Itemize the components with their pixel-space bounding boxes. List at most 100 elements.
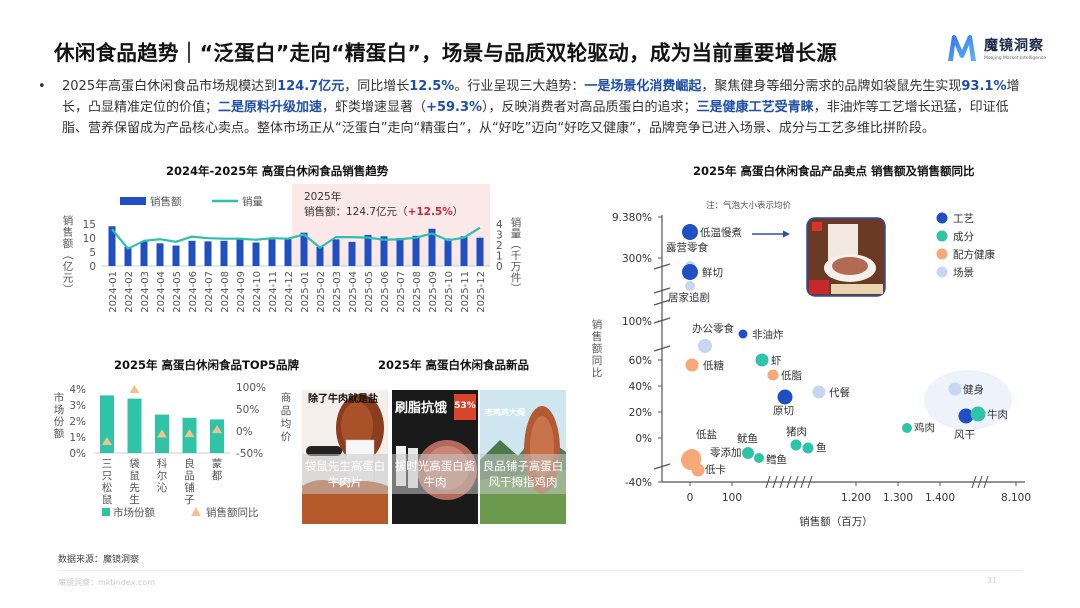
bar-sales (396, 238, 404, 266)
product-card[interactable]: 53% 刷脂抗饿 拔时光高蛋白酱牛肉 (392, 390, 478, 524)
legend-label: 成分 (953, 231, 974, 243)
bubble-场景[interactable] (948, 382, 962, 396)
bar-sales (380, 236, 388, 266)
bubble-成分[interactable] (754, 453, 764, 463)
legend-label: 销售额同比 (206, 506, 259, 519)
bar-sales (476, 237, 484, 266)
product-image-slogan: 老鸡鸡大阁 (484, 407, 525, 417)
x-tick: 2025-04 (348, 271, 359, 313)
bubble-配方健康[interactable] (767, 369, 779, 381)
bubble-成分[interactable] (802, 442, 814, 454)
x-axis-label: 销售额（百万） (799, 515, 873, 528)
bar-market-share (127, 398, 142, 453)
bubble-成分[interactable] (742, 447, 754, 459)
bubble-成分[interactable] (902, 423, 912, 433)
bar-sales (348, 241, 356, 266)
x-tick: 2025-09 (428, 271, 439, 313)
bar-sales (364, 234, 372, 266)
product-image-slogan: 刷脂抗饿 (395, 400, 447, 416)
y-tick-right: 100% (236, 382, 266, 394)
bar-sales (236, 239, 244, 266)
x-tick: 2024-04 (156, 271, 167, 313)
x-tick-char: 尔 (157, 469, 168, 482)
x-tick-char: 先 (129, 482, 140, 494)
axis-break (772, 475, 778, 489)
y-tick: -40% (625, 477, 652, 489)
footer-url[interactable]: 魔镜洞察：mktindex.com (58, 578, 156, 587)
axis-break (807, 475, 813, 489)
product-caption: 良品铺子高蛋白风干拇指鸡肉 (480, 454, 566, 494)
y-label-char: 销 (592, 318, 603, 331)
axis-break (800, 475, 806, 489)
arrow-head-icon (783, 230, 790, 238)
x-tick-char: 蒙 (212, 457, 223, 470)
y-tick-left: 3% (69, 400, 86, 412)
body-text: ），反映消费者对高品质蛋白的追求； (482, 100, 697, 115)
y-label-left-char: 销 (63, 214, 74, 227)
x-tick: 2024-05 (172, 271, 183, 313)
featured-product-image (806, 217, 886, 297)
bar-sales (172, 245, 180, 266)
bubble-工艺[interactable] (682, 264, 698, 280)
legend-label: 场景 (953, 266, 974, 279)
highlight-cluster (924, 370, 1012, 430)
bubble-label: 鱿鱼 (737, 432, 758, 445)
product-card[interactable]: 老鸡鸡大阁 良品铺子高蛋白风干拇指鸡肉 (480, 390, 566, 524)
bubble-工艺[interactable] (958, 408, 974, 424)
bar-sales (412, 235, 420, 266)
x-tick-char: 生 (129, 493, 140, 506)
y-label-right-char: 销 (511, 216, 522, 229)
bar-sales (428, 228, 436, 266)
bubble-label: 居家追剧 (668, 291, 710, 304)
scatter-chart-title: 2025年 高蛋白休闲食品产品卖点 销售额及销售额同比 (693, 164, 975, 178)
bubble-工艺[interactable] (777, 389, 793, 405)
y-label-left-char: ） (61, 284, 73, 295)
axis-break (653, 345, 671, 352)
y-tick-right: 3 (496, 230, 503, 242)
legend-label: 市场份额 (113, 506, 155, 519)
bubble-label: 非油炸 (752, 328, 784, 341)
y-tick: 40% (629, 381, 652, 393)
x-tick: 2024-06 (188, 271, 199, 313)
marker-yoy-triangle (102, 437, 112, 445)
bubble-场景[interactable] (812, 385, 826, 399)
x-tick: 0 (687, 492, 694, 504)
bubble-配方健康[interactable] (685, 358, 699, 372)
product-badge: 53% (454, 401, 476, 411)
bubble-label: 原切 (773, 405, 794, 417)
legend-label: 销量 (242, 195, 263, 208)
y-label-right-char: 件 (511, 272, 522, 284)
y-label-char: 同 (592, 355, 603, 367)
bubble-label: 低脂 (781, 369, 802, 382)
bubble-工艺[interactable] (682, 224, 698, 240)
bar-sales (316, 246, 324, 266)
legend-swatch-yoy (191, 507, 201, 516)
bubble-label: 鲜切 (702, 266, 723, 279)
body-text: 。行业呈现三大趋势： (454, 79, 585, 94)
y-label-left-char: 场 (54, 403, 65, 416)
bubble-成分[interactable] (790, 439, 802, 451)
bubble-成分[interactable] (970, 406, 986, 422)
bubble-场景[interactable] (698, 339, 712, 353)
x-tick: 1.200 (841, 492, 871, 504)
y-tick-right: 0 (496, 261, 503, 273)
x-tick-char: 铺 (184, 481, 195, 494)
bubble-工艺[interactable] (738, 329, 748, 339)
bubble-label: 低温慢煮 (700, 226, 742, 239)
bar-sales (284, 239, 292, 266)
y-label-right-char: 万 (511, 261, 522, 273)
product-card[interactable]: 除了牛肉就是盐 袋鼠先生高蛋白牛肉片 (302, 390, 388, 524)
x-tick: 2025-03 (332, 271, 343, 313)
trend-chart-title: 2024年-2025年 高蛋白休闲食品销售趋势 (166, 164, 389, 178)
x-tick: 2025-12 (476, 271, 487, 313)
line-volume (111, 226, 481, 250)
y-label-left-char: 额 (63, 237, 74, 250)
legend-swatch-share (102, 508, 110, 516)
y-tick: 9.380% (612, 212, 652, 224)
x-tick-char: 良 (184, 457, 195, 470)
bar-sales (140, 241, 148, 266)
bubble-配方健康[interactable] (691, 463, 705, 477)
summary-paragraph: • 2025年高蛋白休闲食品市场规模达到124.7亿元，同比增长12.5%。行业… (38, 76, 1033, 139)
bubble-场景[interactable] (685, 281, 695, 291)
bubble-成分[interactable] (755, 353, 769, 367)
